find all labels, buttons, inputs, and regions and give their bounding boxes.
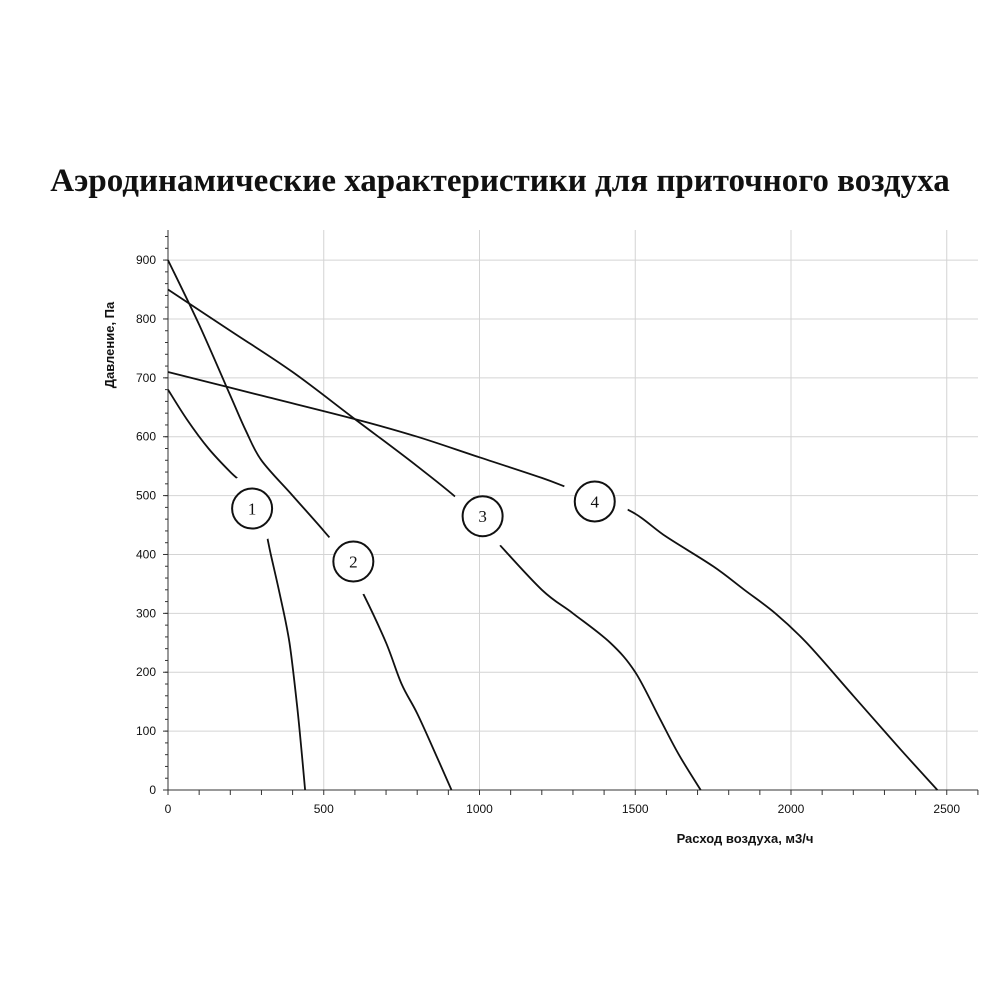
x-tick-label: 1000 xyxy=(466,802,493,816)
y-tick-label: 100 xyxy=(136,724,156,738)
y-tick-label: 200 xyxy=(136,665,156,679)
curve-labels: 1 2 3 4 xyxy=(231,480,616,583)
y-tick-label: 700 xyxy=(136,371,156,385)
y-axis-label: Давление, Па xyxy=(102,301,117,388)
series-line-2 xyxy=(167,259,453,791)
x-tick-label: 0 xyxy=(165,802,172,816)
series-line-4 xyxy=(167,371,939,791)
y-tick-label: 300 xyxy=(136,606,156,620)
y-tick-label: 0 xyxy=(149,783,156,797)
tick-labels: 0 100 200 300 400 500 600 700 800 900 0 500 1000 1500… xyxy=(136,253,960,816)
series-line-3 xyxy=(167,288,702,791)
y-tick-label: 500 xyxy=(136,489,156,503)
curve-label-circle xyxy=(573,480,616,523)
x-tick-label: 2000 xyxy=(778,802,805,816)
curve-label-circle xyxy=(461,495,504,538)
series-line-1 xyxy=(167,389,306,791)
x-tick-label: 2500 xyxy=(933,802,960,816)
x-tick-label: 500 xyxy=(314,802,334,816)
curve-label-circle xyxy=(231,487,274,530)
series-lines xyxy=(167,259,939,791)
curve-label-1: 1 xyxy=(248,500,257,519)
curve-label-circle xyxy=(332,540,375,583)
grid xyxy=(168,230,978,790)
y-tick-label: 600 xyxy=(136,430,156,444)
curve-label-3: 3 xyxy=(478,507,487,526)
axes xyxy=(163,230,979,795)
y-tick-label: 900 xyxy=(136,253,156,267)
x-tick-label: 1500 xyxy=(622,802,649,816)
curve-label-4: 4 xyxy=(591,492,600,511)
chart-title: Аэродинамические характеристики для прит… xyxy=(50,163,950,199)
curve-label-2: 2 xyxy=(349,553,358,572)
x-axis-label: Расход воздуха, м3/ч xyxy=(677,831,814,846)
y-tick-label: 400 xyxy=(136,547,156,561)
y-tick-label: 800 xyxy=(136,312,156,326)
